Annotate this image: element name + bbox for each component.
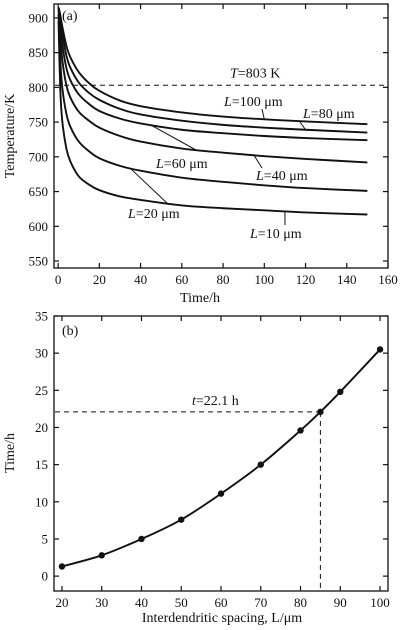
series-leader-1 [299,121,306,131]
panel-a-ticks: 0 20 40 60 80 100 120 140 160 550 600 650 700 750 800 8… [29,4,398,287]
panel-a-x-axis-label: Time/h [180,291,220,306]
series-label-3: L=40 μm [255,169,308,184]
data-point [58,563,66,570]
y-tick-label: 15 [35,457,48,472]
x-tick-label: 80 [294,595,307,610]
y-tick-label: 900 [29,10,49,25]
x-tick-label: 60 [175,272,188,287]
x-tick-label: 100 [255,272,275,287]
x-tick-label: 0 [55,272,62,287]
panel-a-series-labels: L=100 μm L=80 μm L=60 μm L=40 μm L=20 μm L=10… [127,95,355,242]
series-line-4 [57,14,368,192]
y-tick-label: 30 [35,346,48,361]
series-label-1: L=80 μm [302,107,355,122]
data-point [217,490,225,497]
panel-b-y-axis-label: Time/h [3,433,18,473]
x-tick-label: 120 [296,272,316,287]
series-leader-4 [129,167,169,205]
y-tick-label: 700 [29,149,49,164]
y-tick-label: 650 [29,184,49,199]
reference-line-label: T=803 K [230,66,280,81]
annotation-label: t=22.1 h [192,394,239,409]
panel-a-frame [53,3,389,269]
x-tick-label: 20 [55,595,68,610]
panel-a-series [57,7,368,216]
x-tick-label: 70 [254,595,267,610]
series-leader-0 [261,108,265,120]
x-tick-label: 90 [334,595,347,610]
data-point [376,346,384,353]
data-point [178,516,185,523]
series-leader-2 [150,124,197,151]
y-tick-label: 750 [29,115,49,130]
panel-b-frame [53,315,389,592]
y-tick-label: 800 [29,80,49,95]
x-tick-label: 40 [134,272,147,287]
data-point [337,388,344,396]
x-tick-label: 160 [378,272,398,287]
series-line-b [61,348,381,568]
y-tick-label: 20 [35,420,48,435]
y-tick-label: 5 [42,531,49,546]
x-tick-label: 30 [95,595,108,610]
series-line-1 [57,7,368,134]
x-tick-label: 80 [217,272,230,287]
panel-a: (a) Time/h Temperature/K 0 20 40 60 80 100 120… [3,3,398,306]
data-point [257,461,264,468]
data-point [98,552,105,559]
panel-b: (b) Interdendritic spacing, L/μm Time/h … [3,309,390,627]
panel-b-label: (b) [62,324,79,339]
series-line-3 [57,9,368,164]
x-tick-label: 20 [93,272,106,287]
panel-b-annotation: t=22.1 h [55,394,321,590]
y-tick-label: 35 [35,309,48,324]
x-tick-label: 50 [175,595,188,610]
series-line-0 [57,7,368,126]
series-label-2: L=60 μm [155,157,208,172]
x-tick-label: 100 [370,595,390,610]
data-point [297,427,304,434]
series-leader-3 [253,155,263,169]
panel-b-x-axis-label: Interdendritic spacing, L/μm [142,611,302,626]
panel-a-label: (a) [62,9,78,24]
series-label-0: L=100 μm [223,95,283,110]
panel-b-ticks: 20 30 40 50 60 70 80 90 100 0 5 10 15 20 25 30 35 [35,309,390,611]
series-label-5: L=10 μm [249,227,302,242]
panel-a-reference: T=803 K [55,66,387,86]
y-tick-label: 0 [42,569,49,584]
series-label-4: L=20 μm [127,207,180,222]
y-tick-label: 850 [29,45,49,60]
x-tick-label: 40 [135,595,148,610]
panel-a-y-axis-label: Temperature/K [3,94,18,179]
y-tick-label: 600 [29,219,49,234]
y-tick-label: 550 [29,254,49,269]
x-tick-label: 60 [215,595,228,610]
series-line-2 [57,7,368,142]
data-point [317,408,324,416]
panel-b-series [58,346,384,570]
series-line-5 [57,21,368,216]
y-tick-label: 25 [35,383,48,398]
x-tick-label: 140 [337,272,357,287]
data-point [138,535,145,543]
y-tick-label: 10 [35,494,48,509]
